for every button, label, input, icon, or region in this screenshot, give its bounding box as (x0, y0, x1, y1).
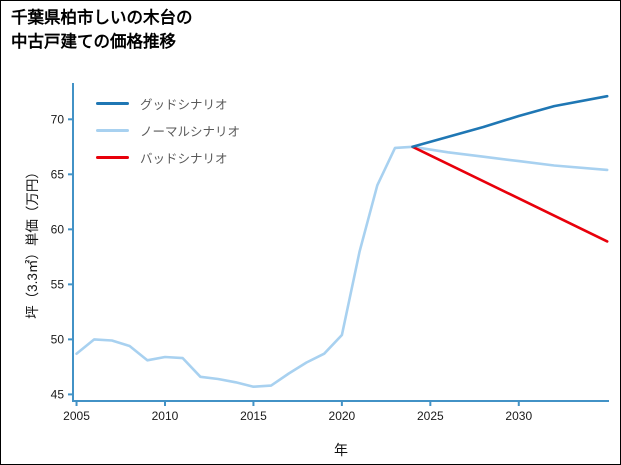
legend-label-good: グッドシナリオ (140, 98, 228, 112)
svg-text:2030: 2030 (505, 409, 532, 423)
svg-text:2015: 2015 (240, 409, 267, 423)
svg-text:2005: 2005 (63, 409, 90, 423)
x-axis-label: 年 (334, 442, 348, 458)
y-axis-label: 坪（3.3㎡）単価（万円） (25, 165, 40, 319)
legend-label-bad: バッドシナリオ (140, 152, 228, 166)
legend-swatch-bad (96, 156, 129, 159)
legend-swatch-normal (96, 129, 129, 132)
legend-item-good: グッドシナリオ (96, 90, 240, 117)
svg-text:65: 65 (51, 167, 65, 181)
legend-swatch-good (96, 102, 129, 105)
svg-text:70: 70 (51, 112, 65, 126)
svg-text:2020: 2020 (329, 409, 356, 423)
svg-text:55: 55 (51, 277, 65, 291)
svg-text:45: 45 (51, 387, 65, 401)
svg-text:2010: 2010 (152, 409, 179, 423)
legend-item-bad: バッドシナリオ (96, 144, 240, 171)
chart-legend: グッドシナリオ ノーマルシナリオ バッドシナリオ (96, 90, 240, 171)
chart-title-line2: 中古戸建ての価格推移 (11, 32, 176, 51)
chart-title-line1: 千葉県柏市しいの木台の (11, 9, 193, 27)
legend-item-normal: ノーマルシナリオ (96, 117, 240, 144)
svg-text:2025: 2025 (417, 409, 444, 423)
legend-label-normal: ノーマルシナリオ (140, 125, 241, 139)
svg-text:50: 50 (51, 332, 65, 346)
chart-title: 千葉県柏市しいの木台の 中古戸建ての価格推移 (11, 7, 193, 55)
svg-text:60: 60 (51, 222, 65, 236)
